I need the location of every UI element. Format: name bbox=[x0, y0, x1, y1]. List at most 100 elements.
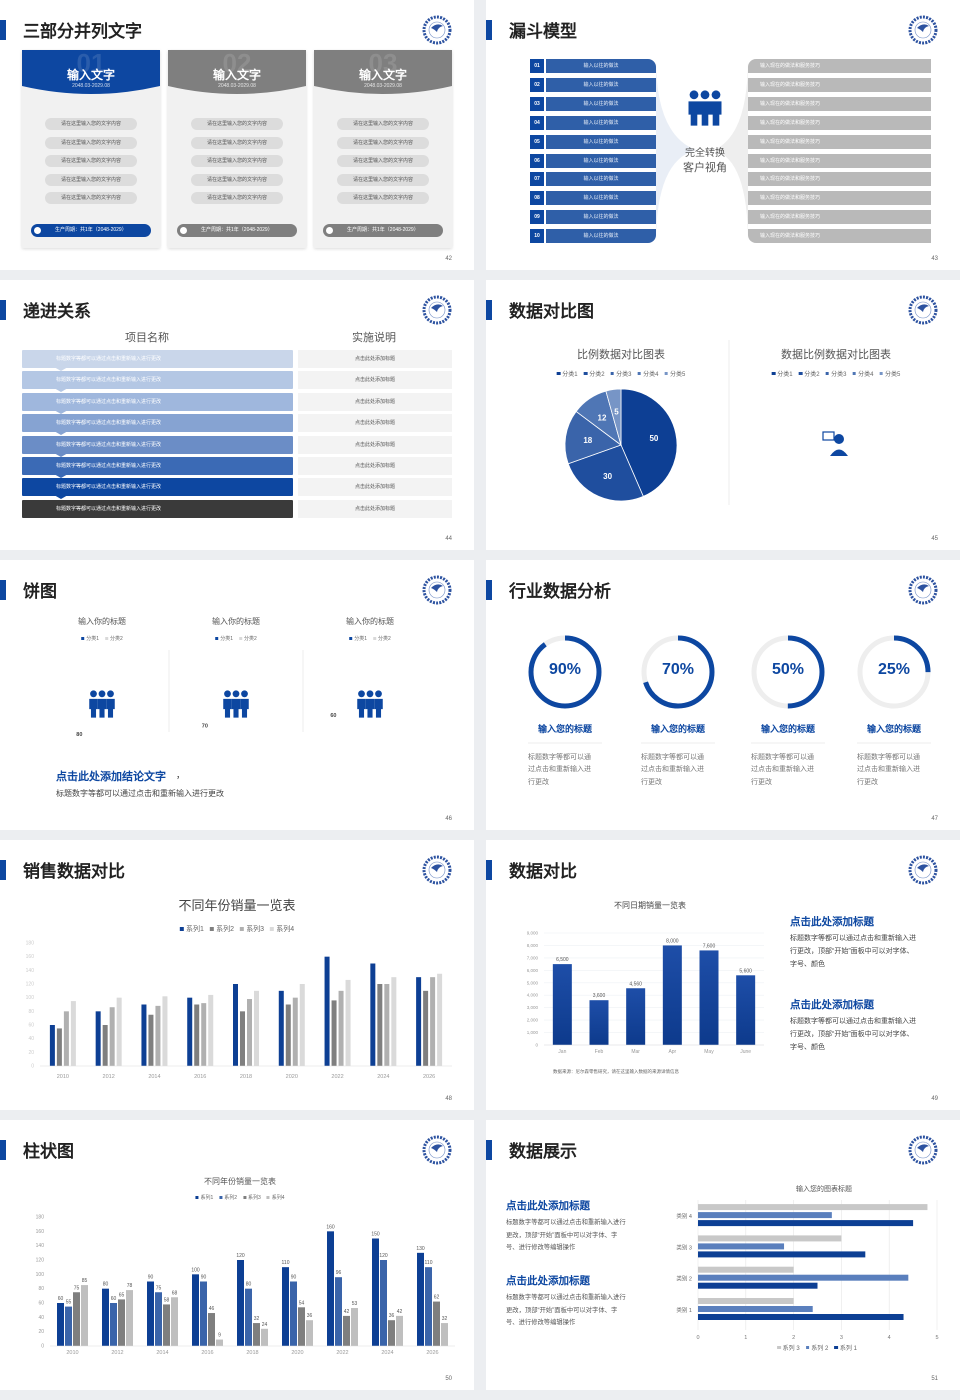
slide-46[interactable]: 饼图 46 20 80 30 70 40 60 输入你的标题 分类1 分类2 输入你的标题 分类1 分类2… bbox=[0, 560, 474, 830]
current-practice-bar[interactable]: 输入现在的做法和服务技巧 bbox=[748, 134, 931, 149]
bar bbox=[698, 1298, 794, 1304]
data-label: 80 bbox=[103, 1282, 109, 1288]
legend-item: 分类3 bbox=[610, 369, 631, 378]
slide-42[interactable]: 三部分并列文字 42 01 输入文字 2048.03-2029.08 请在这里输入您的文字… bbox=[0, 0, 474, 270]
current-practice-bar[interactable]: 输入现在的做法和服务技巧 bbox=[748, 191, 931, 206]
note-cell[interactable]: 点击此处添加标题 bbox=[298, 478, 452, 497]
note-text: 点击此处添加标题 bbox=[354, 420, 395, 427]
current-practice-bar[interactable]: 输入现在的做法和服务技巧 bbox=[748, 153, 931, 168]
slide-45[interactable]: 数据对比图 45 50 30 18 12 5 50 30 18 12 5 比例数据对比图表 分类1 分类2 分… bbox=[486, 280, 960, 550]
slide-47[interactable]: 行业数据分析 47 90% 输入您的标题 标题数字等都可以通 过点击和重新输入进 行更改 70… bbox=[486, 560, 960, 830]
slide-48[interactable]: 销售数据对比 48 0 20 40 60 80 100 120 140 160 180 2010 2012… bbox=[0, 840, 474, 1110]
page-number: 43 bbox=[931, 256, 938, 262]
note-cell[interactable]: 点击此处添加标题 bbox=[298, 414, 452, 433]
person-body bbox=[365, 698, 375, 718]
past-practice-bar[interactable]: 输入以往的做法 bbox=[546, 210, 656, 225]
metric-description: 行更改 bbox=[528, 778, 549, 786]
y-tick-label: 8,000 bbox=[527, 943, 539, 948]
chart-title: 输入你的标题 bbox=[78, 617, 126, 626]
current-practice-bar[interactable]: 输入现在的做法和服务技巧 bbox=[748, 77, 931, 92]
current-practice-bar[interactable]: 输入现在的做法和服务技巧 bbox=[748, 115, 931, 130]
data-label: 130 bbox=[416, 1246, 425, 1252]
legend-swatch bbox=[777, 1345, 781, 1350]
past-practice-bar[interactable]: 输入以往的做法 bbox=[546, 59, 656, 73]
slide-50[interactable]: 柱状图 50 0 20 40 60 80 100 120 140 160 180 2010 60 55 75 8… bbox=[0, 1120, 474, 1390]
progression-text: 标题数字等都可以通过点击和重新输入进行更改 bbox=[56, 420, 162, 427]
data-label: 160 bbox=[326, 1224, 335, 1230]
past-practice-bar[interactable]: 输入以往的做法 bbox=[546, 172, 656, 187]
y-tick-label: 40 bbox=[38, 1315, 44, 1321]
logo-wreath bbox=[908, 575, 938, 605]
column-card[interactable]: 01 输入文字 2048.03-2029.08 请在这里输入您的文字内容 请在这里输入您… bbox=[22, 48, 160, 248]
legend-swatch bbox=[195, 1196, 199, 1199]
card-footer-pill[interactable]: 生产周期：共1年（2048-2029） bbox=[177, 224, 297, 237]
progression-row[interactable]: 标题数字等都可以通过点击和重新输入进行更改 bbox=[22, 478, 293, 497]
data-label: 8,000 bbox=[666, 938, 679, 944]
column-card[interactable]: 03 输入文字 2048.03-2029.08 请在这里输入您的文字内容 请在这里输入您… bbox=[314, 48, 452, 248]
note-cell[interactable]: 点击此处添加标题 bbox=[298, 457, 452, 475]
progression-row[interactable]: 标题数字等都可以通过点击和重新输入进行更改 bbox=[22, 457, 293, 475]
progression-row[interactable]: 标题数字等都可以通过点击和重新输入进行更改 bbox=[22, 371, 293, 390]
legend-swatch bbox=[266, 1196, 270, 1199]
progression-row[interactable]: 标题数字等都可以通过点击和重新输入进行更改 bbox=[22, 392, 293, 411]
slide-44[interactable]: 递进关系 44 项目名称 实施说明 标题数字等都可以通过点击和重新输入进行更改 点击此处添… bbox=[0, 280, 474, 550]
past-practice-bar[interactable]: 输入以往的做法 bbox=[546, 77, 656, 92]
slide-49[interactable]: 数据对比 49 0 1,000 2,000 3,000 4,000 5,000 6,000 7,0… bbox=[486, 840, 960, 1110]
slide-51[interactable]: 数据展示 51 0 1 2 3 4 5 类别 1 类别 2 类别 3 类别 4 点击此处添加标题 标题数字… bbox=[486, 1120, 960, 1390]
slide-title: 饼图 bbox=[23, 582, 57, 601]
past-practice-bar[interactable]: 输入以往的做法 bbox=[546, 96, 656, 111]
past-practice-bar[interactable]: 输入以往的做法 bbox=[546, 153, 656, 168]
bar bbox=[331, 1000, 337, 1066]
logo-dove bbox=[431, 24, 443, 32]
legend-item: 分类1 bbox=[81, 635, 99, 642]
note-cell[interactable]: 点击此处添加标题 bbox=[298, 435, 452, 454]
progression-row[interactable]: 标题数字等都可以通过点击和重新输入进行更改 bbox=[22, 435, 293, 454]
y-tick-label: 120 bbox=[36, 1258, 45, 1264]
legend-swatch bbox=[556, 371, 561, 376]
past-practice-bar[interactable]: 输入以往的做法 bbox=[546, 229, 656, 244]
current-practice-bar[interactable]: 输入现在的做法和服务技巧 bbox=[748, 96, 931, 111]
chart-title: 不同年份销量一览表 bbox=[204, 1177, 276, 1186]
bar bbox=[292, 997, 298, 1066]
y-tick-label: 0 bbox=[535, 1043, 538, 1048]
past-practice-bar[interactable]: 输入以往的做法 bbox=[546, 115, 656, 130]
chevron-down-icon bbox=[54, 409, 68, 414]
conclusion-comma: ， bbox=[176, 770, 186, 780]
current-practice-text: 输入现在的做法和服务技巧 bbox=[760, 119, 821, 126]
current-practice-bar[interactable]: 输入现在的做法和服务技巧 bbox=[748, 172, 931, 187]
slide-43[interactable]: 漏斗模型 43 01 输入以往的做法 输入现在的做法和服务技巧 02 输入以往的做法 输入现在… bbox=[486, 0, 960, 270]
x-tick-label: May bbox=[704, 1049, 714, 1055]
current-practice-text: 输入现在的做法和服务技巧 bbox=[760, 214, 821, 221]
note-cell[interactable]: 点击此处添加标题 bbox=[298, 499, 452, 518]
progression-row[interactable]: 标题数字等都可以通过点击和重新输入进行更改 bbox=[22, 350, 293, 368]
current-practice-bar[interactable]: 输入现在的做法和服务技巧 bbox=[748, 229, 931, 244]
legend-swatch bbox=[879, 371, 883, 376]
agent-head bbox=[834, 434, 844, 444]
past-practice-bar[interactable]: 输入以往的做法 bbox=[546, 191, 656, 206]
progression-row[interactable]: 标题数字等都可以通过点击和重新输入进行更改 bbox=[22, 499, 293, 518]
progression-row[interactable]: 标题数字等都可以通过点击和重新输入进行更改 bbox=[22, 414, 293, 433]
legend-label: 分类2 bbox=[110, 636, 123, 642]
note-cell[interactable]: 点击此处添加标题 bbox=[298, 350, 452, 368]
bar bbox=[118, 1299, 125, 1346]
y-tick-label: 9,000 bbox=[527, 931, 539, 936]
column-card[interactable]: 02 输入文字 2048.03-2029.08 请在这里输入您的文字内容 请在这里输入您… bbox=[168, 48, 306, 248]
bar bbox=[698, 1235, 842, 1242]
note-cell[interactable]: 点击此处添加标题 bbox=[298, 392, 452, 411]
note-cell[interactable]: 点击此处添加标题 bbox=[298, 371, 452, 390]
data-label: 42 bbox=[344, 1309, 350, 1315]
logo-dove bbox=[431, 304, 443, 312]
slice-label: 40 bbox=[404, 689, 410, 695]
data-label: 100 bbox=[191, 1267, 200, 1273]
university-logo bbox=[422, 295, 452, 325]
card-footer-pill[interactable]: 生产周期：共1年（2048-2029） bbox=[31, 224, 151, 237]
current-practice-bar[interactable]: 输入现在的做法和服务技巧 bbox=[748, 59, 931, 73]
past-practice-bar[interactable]: 输入以往的做法 bbox=[546, 134, 656, 149]
legend-item: 系列 1 bbox=[834, 1343, 857, 1352]
metric-heading: 输入您的标题 bbox=[760, 724, 816, 734]
card-watermark-number: 01 bbox=[76, 48, 106, 78]
card-footer-pill[interactable]: 生产周期：共1年（2048-2029） bbox=[323, 224, 443, 237]
y-tick-label: 120 bbox=[26, 982, 35, 988]
current-practice-bar[interactable]: 输入现在的做法和服务技巧 bbox=[748, 210, 931, 225]
legend-swatch bbox=[239, 637, 242, 640]
